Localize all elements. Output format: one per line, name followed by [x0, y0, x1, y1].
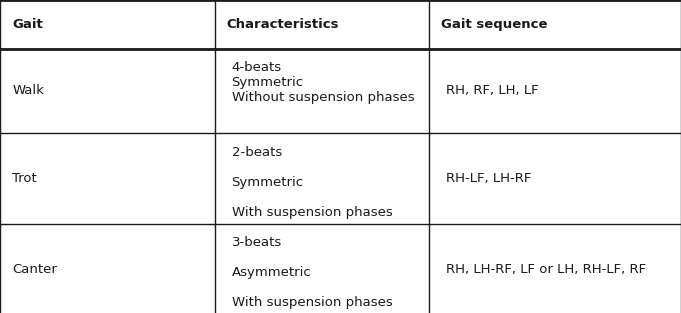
Text: RH, LH-RF, LF or LH, RH-LF, RF: RH, LH-RF, LF or LH, RH-LF, RF [446, 263, 646, 276]
Text: Canter: Canter [12, 263, 57, 276]
Text: 3-beats: 3-beats [232, 236, 282, 249]
Text: 2-beats: 2-beats [232, 146, 282, 159]
Text: Characteristics: Characteristics [227, 18, 339, 31]
Text: Symmetric: Symmetric [232, 76, 304, 89]
Text: Walk: Walk [12, 84, 44, 97]
Text: Symmetric: Symmetric [232, 176, 304, 189]
Text: Trot: Trot [12, 172, 37, 185]
Text: RH-LF, LH-RF: RH-LF, LH-RF [446, 172, 531, 185]
Text: Asymmetric: Asymmetric [232, 266, 311, 280]
Text: With suspension phases: With suspension phases [232, 296, 392, 310]
Text: Gait sequence: Gait sequence [441, 18, 548, 31]
Text: 4-beats: 4-beats [232, 61, 282, 74]
Text: Without suspension phases: Without suspension phases [232, 91, 414, 104]
Text: Gait: Gait [12, 18, 43, 31]
Text: RH, RF, LH, LF: RH, RF, LH, LF [446, 84, 539, 97]
Text: With suspension phases: With suspension phases [232, 206, 392, 219]
